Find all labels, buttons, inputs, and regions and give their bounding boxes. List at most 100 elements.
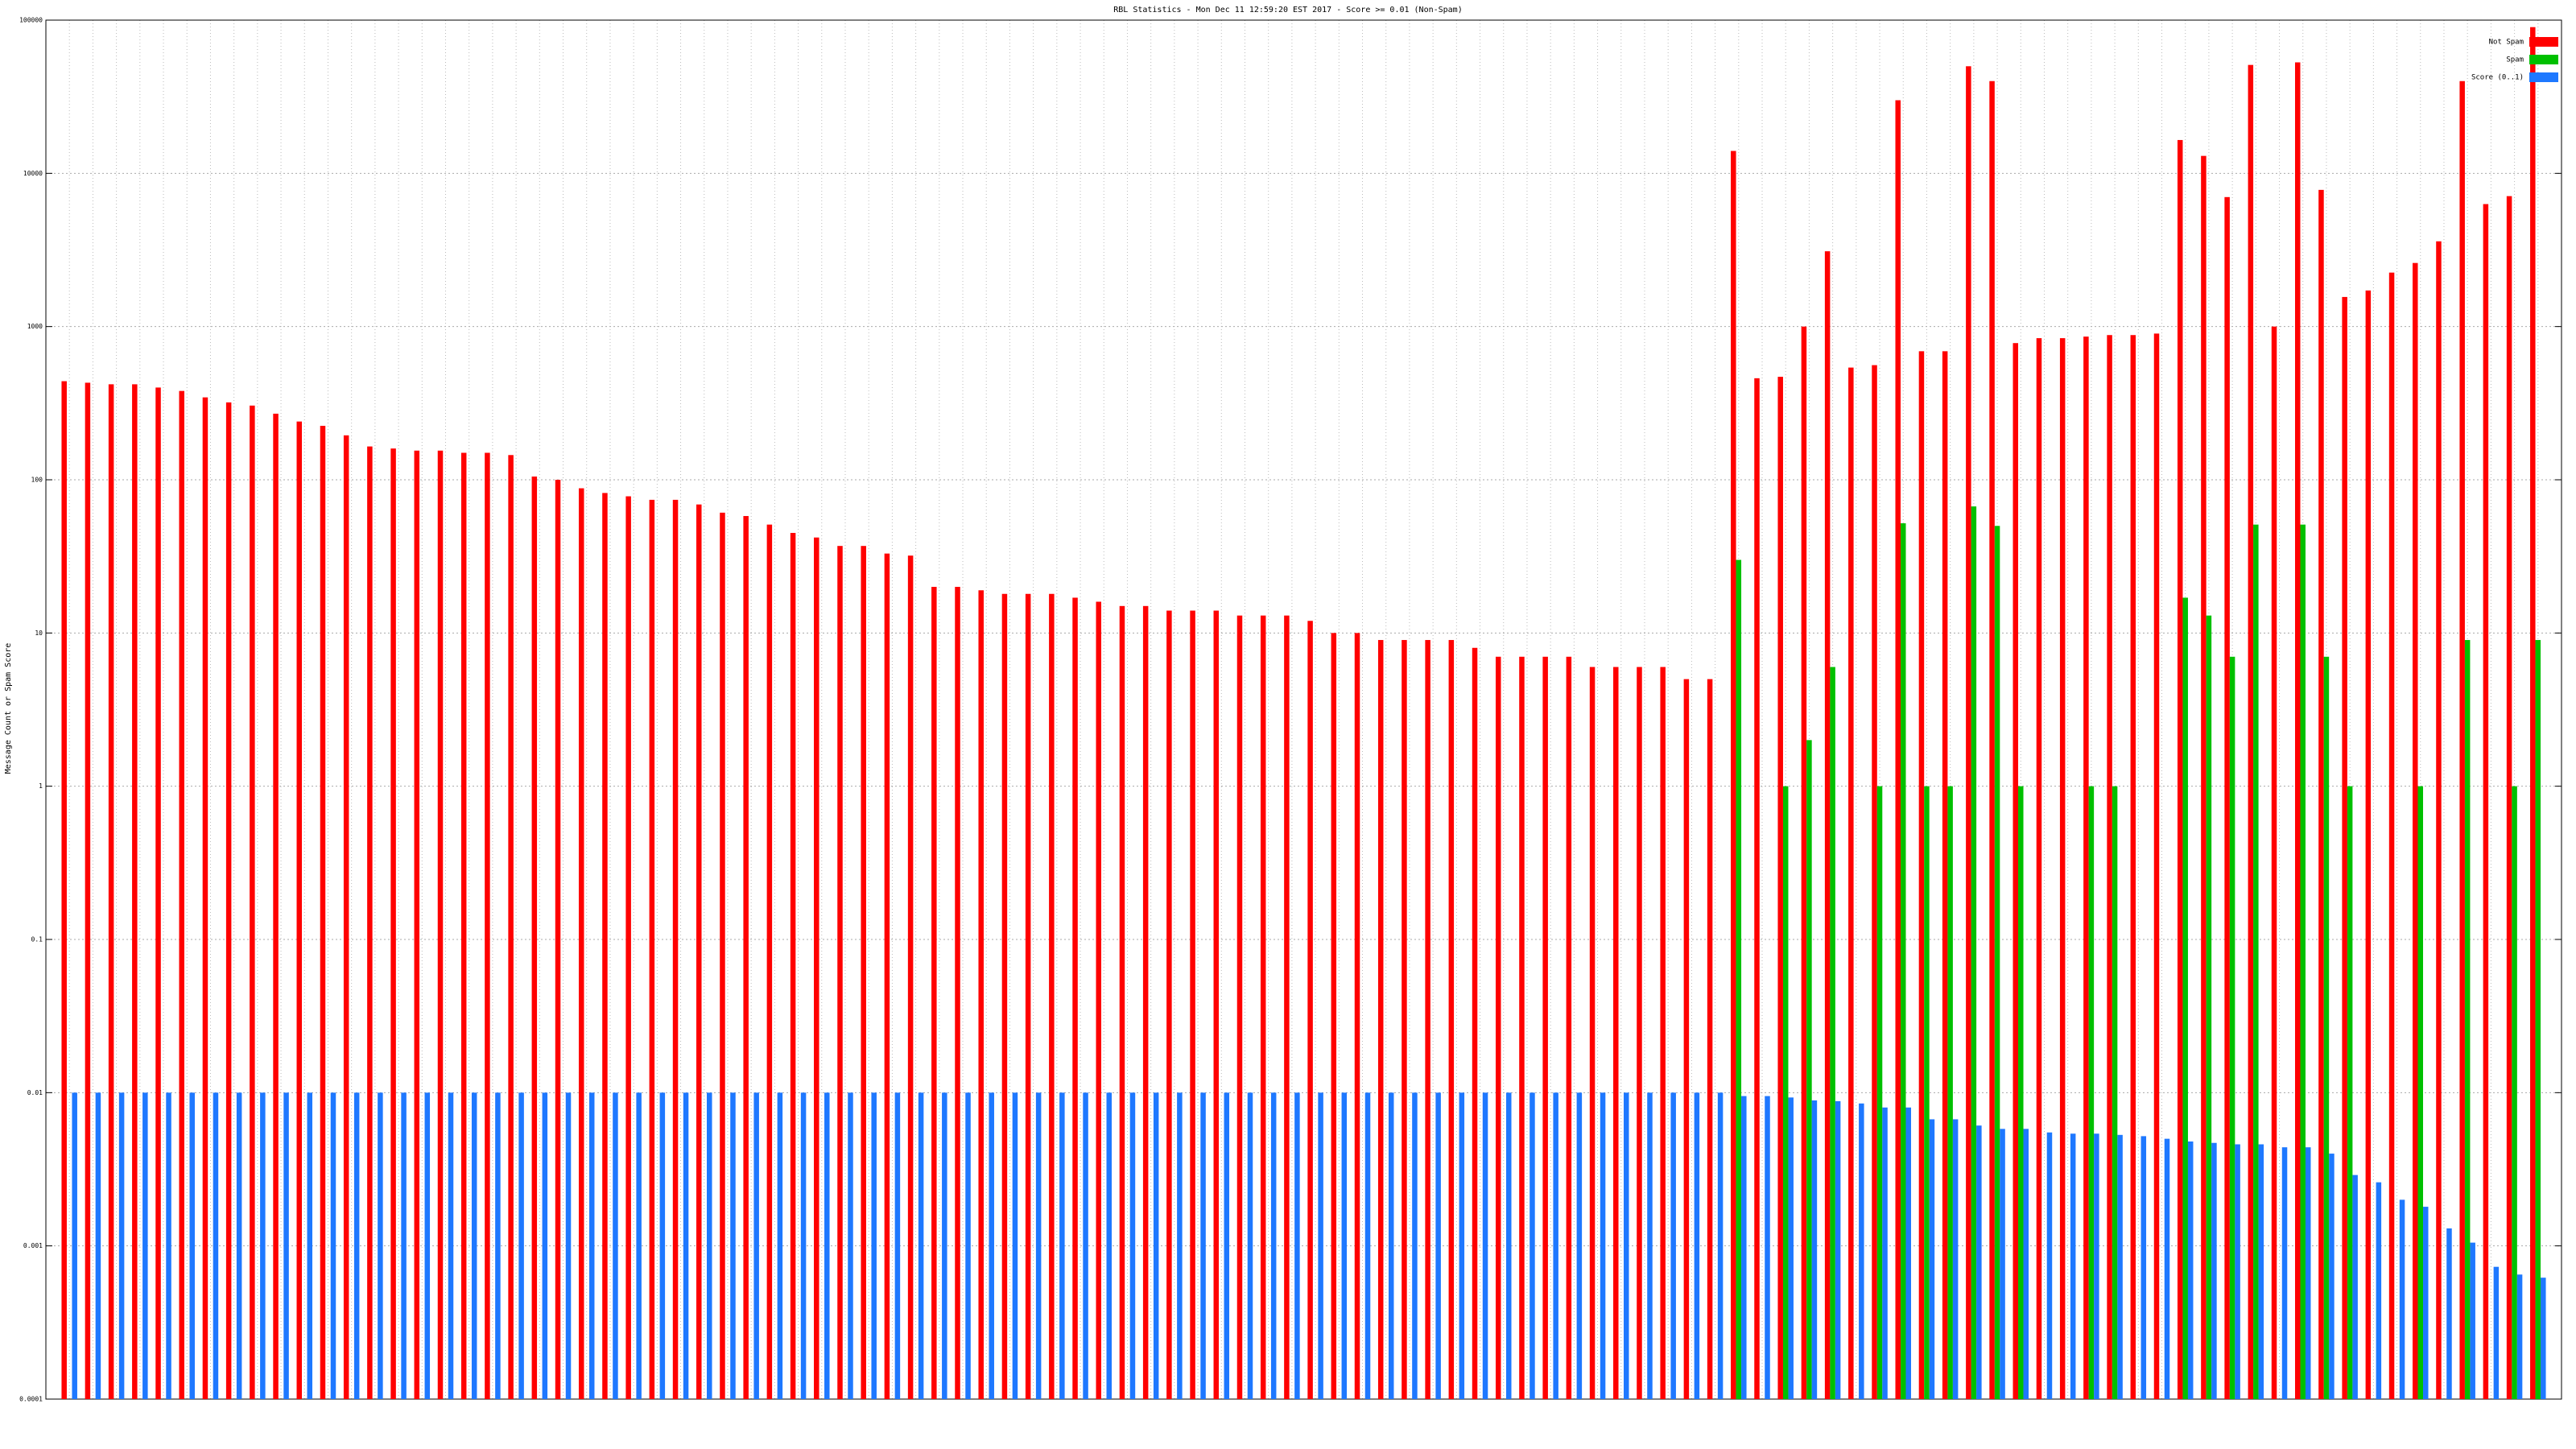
bar [2023, 1129, 2029, 1399]
bar [1637, 667, 1642, 1399]
bar [1129, 1092, 1136, 1399]
bar [330, 1092, 336, 1399]
bar [766, 524, 773, 1399]
y-tick-label: 0.001 [23, 1242, 43, 1249]
bar [189, 1092, 195, 1399]
bar [531, 476, 538, 1399]
bar [1924, 786, 1930, 1399]
bar [1788, 1097, 1794, 1399]
bar [1566, 656, 1572, 1399]
bar [236, 1092, 242, 1399]
bar [989, 1092, 994, 1399]
bar [2211, 1142, 2217, 1399]
bar [1882, 1107, 1888, 1399]
bar [1177, 1092, 1183, 1399]
bar [1072, 597, 1078, 1399]
bar [683, 1092, 689, 1399]
bar [95, 1092, 101, 1399]
bar [1542, 656, 1548, 1399]
bar [508, 455, 514, 1399]
bar [495, 1092, 501, 1399]
bar [1707, 679, 1713, 1399]
bar [1660, 667, 1666, 1399]
bar [437, 450, 444, 1399]
bar [2070, 1133, 2076, 1399]
bar [2470, 1242, 2475, 1399]
bar [1166, 610, 1172, 1399]
bar [2117, 1134, 2123, 1399]
y-tick-label: 0.1 [31, 936, 43, 943]
bar [1142, 605, 1149, 1399]
bar [2046, 1132, 2053, 1399]
bar [1001, 593, 1008, 1399]
bar [1576, 1092, 1583, 1399]
bar [213, 1092, 219, 1399]
bar [2013, 343, 2019, 1400]
bar [861, 546, 866, 1400]
bar [2329, 1154, 2334, 1399]
y-tick-label: 1000 [27, 323, 43, 330]
bar [1364, 1092, 1371, 1399]
bar [2365, 290, 2372, 1399]
bar [555, 480, 561, 1399]
bar [1049, 593, 1055, 1399]
legend-swatch [2529, 72, 2558, 82]
bar [918, 1092, 924, 1399]
bar [2258, 1144, 2264, 1399]
bar [1035, 1092, 1042, 1399]
bar [1777, 377, 1783, 1399]
bar [1519, 656, 1525, 1399]
bar [1806, 740, 1812, 1399]
bar [2253, 524, 2259, 1399]
bar [1482, 1092, 1488, 1399]
bar [2483, 204, 2489, 1399]
bar [1435, 1092, 1441, 1399]
bar [1613, 667, 1619, 1399]
bar [1284, 615, 1290, 1399]
bar [2153, 333, 2160, 1399]
bar [1448, 640, 1455, 1399]
bar [250, 405, 255, 1400]
bar [2248, 64, 2254, 1399]
bar [378, 1092, 383, 1399]
bar [1505, 1092, 1512, 1399]
bar [2436, 241, 2442, 1400]
bar [225, 402, 232, 1399]
bar [978, 590, 984, 1399]
bar [108, 384, 114, 1399]
bar [2464, 640, 2471, 1399]
bar [1859, 1103, 1864, 1399]
bar [283, 1092, 289, 1399]
bar [273, 413, 279, 1399]
bar [613, 1092, 618, 1399]
bar [848, 1092, 853, 1399]
y-tick-label: 10000 [23, 170, 43, 177]
bar [696, 504, 702, 1399]
y-tick-label: 0.0001 [19, 1396, 43, 1403]
bar [118, 1092, 125, 1399]
bar [2417, 786, 2424, 1399]
bar [1247, 1092, 1253, 1399]
y-tick-label: 1 [39, 782, 43, 790]
bar [414, 450, 420, 1399]
bar [1472, 647, 1478, 1399]
bar [2530, 27, 2536, 1399]
bar [307, 1092, 313, 1399]
bar [1683, 679, 1690, 1399]
bar [2506, 196, 2512, 1400]
bar [85, 382, 91, 1400]
y-tick-label: 10 [35, 630, 43, 637]
legend-label: Score (0..1) [2471, 74, 2524, 82]
bar [2300, 524, 2306, 1399]
bar [659, 1092, 666, 1399]
bar [1905, 1107, 1911, 1399]
bar [460, 452, 467, 1400]
bar [1412, 1092, 1418, 1399]
bar [2446, 1228, 2452, 1399]
legend-swatch [2529, 55, 2558, 64]
bar [1307, 621, 1313, 1399]
bar [1495, 656, 1501, 1399]
bar [1918, 351, 1925, 1399]
bar [2352, 1174, 2358, 1399]
